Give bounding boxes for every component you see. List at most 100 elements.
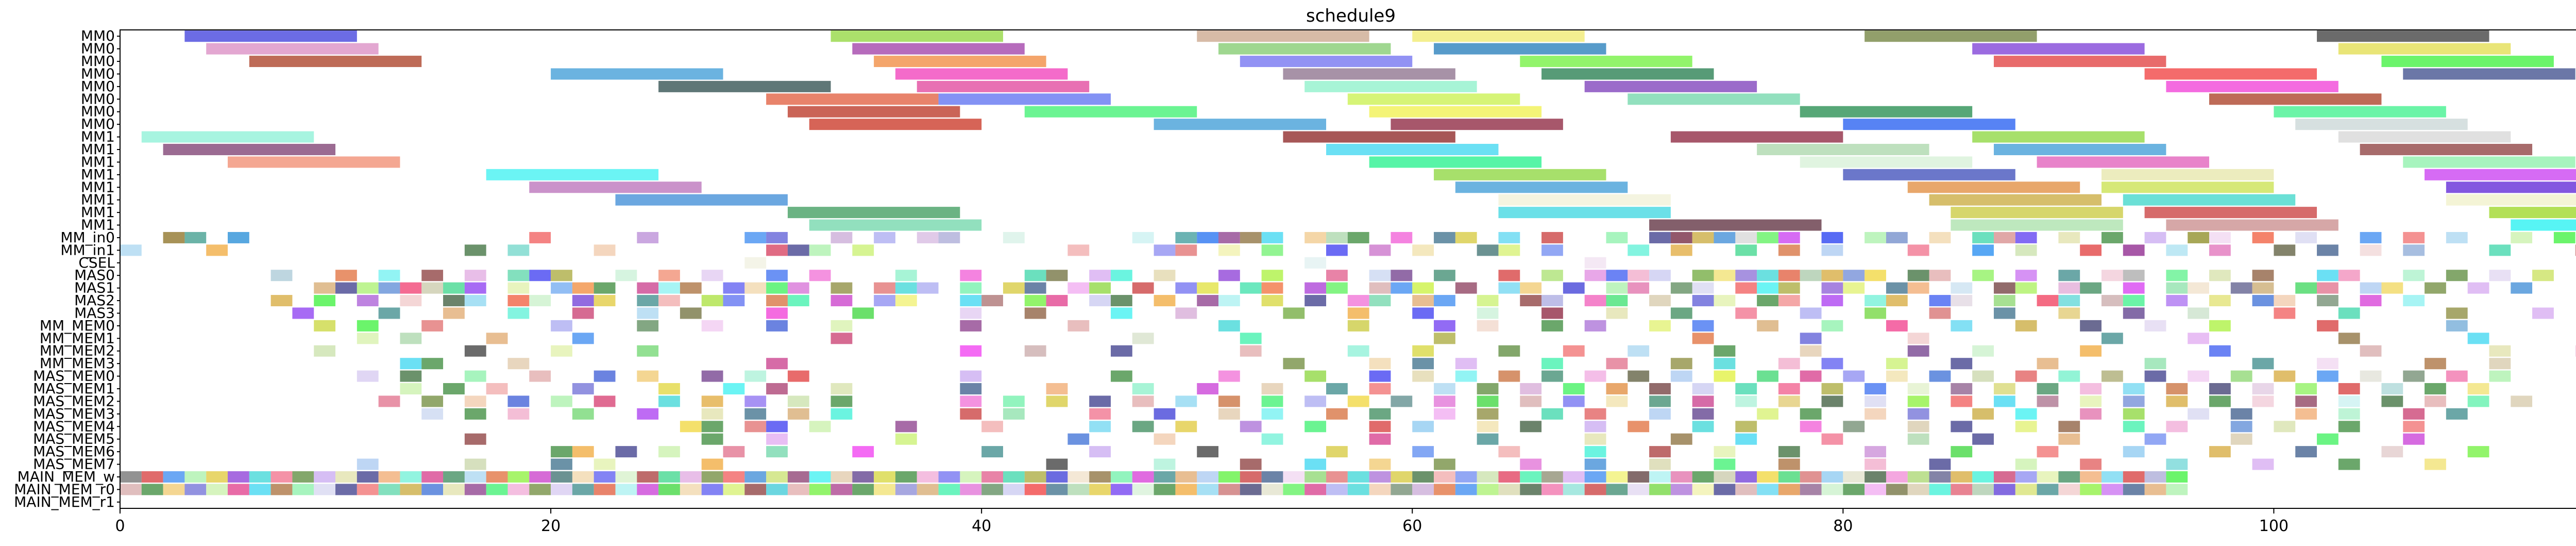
gantt-block	[1670, 433, 1692, 445]
gantt-block	[1434, 231, 1455, 243]
gantt-block	[1089, 295, 1111, 307]
gantt-block	[1886, 471, 1908, 483]
gantt-block	[2209, 395, 2231, 407]
gantt-block	[1541, 270, 1563, 282]
gantt-block	[1412, 282, 1434, 294]
gantt-block	[2080, 471, 2102, 483]
gantt-block	[1929, 484, 1951, 495]
gantt-block	[938, 231, 960, 243]
gantt-block	[1800, 307, 1822, 319]
gantt-block	[2381, 446, 2403, 458]
gantt-block	[1369, 471, 1391, 483]
gantt-block	[551, 345, 572, 357]
gantt-block	[464, 484, 486, 495]
gantt-block	[1024, 484, 1046, 495]
gantt-block	[1606, 270, 1628, 282]
gantt-block	[1003, 471, 1025, 483]
gantt-block	[1972, 408, 1994, 420]
gantt-block	[1369, 433, 1391, 445]
gantt-block	[1821, 282, 1843, 294]
gantt-block	[809, 471, 831, 483]
gantt-block	[1477, 244, 1499, 256]
gantt-block	[1692, 383, 1714, 394]
gantt-block	[2037, 295, 2059, 307]
gantt-block	[1304, 395, 1327, 407]
gantt-block	[1800, 333, 1822, 344]
gantt-block	[551, 270, 572, 282]
gantt-block	[1972, 345, 1994, 357]
y-tick-label: MM0	[81, 65, 115, 82]
gantt-block	[2360, 231, 2382, 243]
gantt-block	[314, 345, 336, 357]
gantt-block	[1584, 471, 1606, 483]
gantt-bar	[1972, 43, 2145, 55]
x-tick-label: 40	[972, 517, 991, 535]
gantt-block	[594, 484, 616, 495]
gantt-block	[2446, 320, 2468, 332]
gantt-block	[1714, 484, 1736, 495]
gantt-block	[1261, 408, 1283, 420]
gantt-block	[1584, 370, 1606, 382]
gantt-block	[1024, 282, 1046, 294]
gantt-block	[2274, 421, 2296, 433]
gantt-block	[1412, 446, 1434, 458]
gantt-block	[1261, 244, 1283, 256]
gantt-block	[1865, 446, 1886, 458]
gantt-bar	[1993, 144, 2166, 155]
gantt-block	[1154, 458, 1176, 470]
gantt-block	[2575, 345, 2576, 357]
gantt-block	[2230, 370, 2252, 382]
gantt-bar	[1498, 207, 1671, 219]
gantt-block	[1240, 345, 1262, 357]
gantt-block	[1218, 471, 1240, 483]
y-tick-label: MM_MEM0	[40, 317, 115, 334]
gantt-block	[1735, 282, 1757, 294]
gantt-block	[1865, 458, 1886, 470]
gantt-block	[421, 270, 444, 282]
gantt-block	[228, 484, 249, 495]
gantt-block	[787, 471, 809, 483]
gantt-block	[2166, 484, 2188, 495]
x-tick-label: 100	[2259, 517, 2289, 535]
gantt-block	[2446, 370, 2468, 382]
gantt-block	[314, 282, 336, 294]
gantt-block	[1089, 471, 1111, 483]
gantt-block	[1886, 484, 1908, 495]
gantt-block	[637, 370, 659, 382]
gantt-block	[1024, 270, 1046, 282]
gantt-block	[787, 282, 809, 294]
gantt-block	[1261, 395, 1283, 407]
gantt-block	[637, 231, 659, 243]
gantt-block	[357, 484, 379, 495]
gantt-block	[1757, 295, 1778, 307]
gantt-block	[1067, 282, 1090, 294]
gantt-block	[1692, 231, 1714, 243]
gantt-block	[2338, 270, 2360, 282]
gantt-bar	[2166, 80, 2338, 92]
gantt-block	[1865, 383, 1886, 394]
gantt-block	[1993, 295, 2015, 307]
gantt-block	[1369, 282, 1391, 294]
gantt-block	[2489, 270, 2511, 282]
gantt-block	[2080, 383, 2102, 394]
gantt-block	[464, 244, 486, 256]
y-tick-label: MM0	[81, 40, 115, 57]
gantt-block	[2252, 383, 2274, 394]
gantt-block	[507, 307, 530, 319]
gantt-block	[637, 408, 659, 420]
gantt-block	[1800, 408, 1822, 420]
gantt-block	[2188, 370, 2210, 382]
gantt-block	[2123, 471, 2145, 483]
gantt-block	[2252, 458, 2274, 470]
gantt-block	[1347, 471, 1369, 483]
gantt-bar	[2446, 181, 2576, 193]
gantt-block	[1865, 270, 1886, 282]
gantt-block	[1347, 484, 1369, 495]
gantt-bar	[163, 144, 336, 155]
gantt-block	[443, 383, 465, 394]
gantt-block	[1498, 282, 1520, 294]
gantt-bar	[1391, 119, 1563, 130]
gantt-block	[2015, 471, 2037, 483]
gantt-block	[1003, 231, 1025, 243]
gantt-bar	[658, 80, 831, 92]
